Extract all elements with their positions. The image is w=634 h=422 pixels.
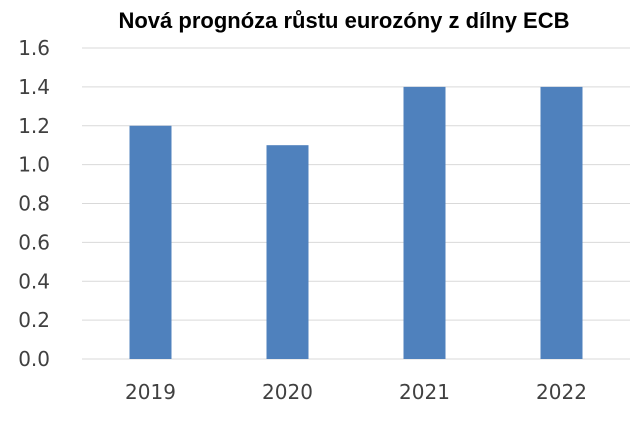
y-tick-label: 1.0	[18, 153, 50, 177]
y-tick-label: 0.6	[18, 230, 50, 254]
x-axis-ticks: 2019 2020 2021 2022	[125, 380, 587, 404]
x-tick-label: 2019	[125, 380, 176, 404]
gridlines	[82, 47, 630, 360]
y-tick-label: 1.2	[18, 114, 50, 138]
y-tick-label: 0.2	[18, 308, 50, 332]
bar-2019	[129, 125, 172, 359]
bar-2021	[403, 86, 446, 359]
bar-2022	[540, 86, 583, 359]
bars	[129, 86, 583, 359]
y-tick-label: 0.4	[18, 269, 50, 293]
y-axis-ticks: 0.0 0.2 0.4 0.6 0.8 1.0 1.2 1.4 1.6	[18, 36, 50, 371]
x-tick-label: 2021	[399, 380, 450, 404]
x-tick-label: 2022	[536, 380, 587, 404]
chart-title: Nová prognóza růstu eurozóny z dílny ECB	[118, 8, 569, 33]
y-tick-label: 1.6	[18, 36, 50, 60]
bar-2020	[266, 145, 309, 359]
y-tick-label: 0.8	[18, 192, 50, 216]
x-tick-label: 2020	[262, 380, 313, 404]
y-tick-label: 0.0	[18, 347, 50, 371]
y-tick-label: 1.4	[18, 75, 50, 99]
